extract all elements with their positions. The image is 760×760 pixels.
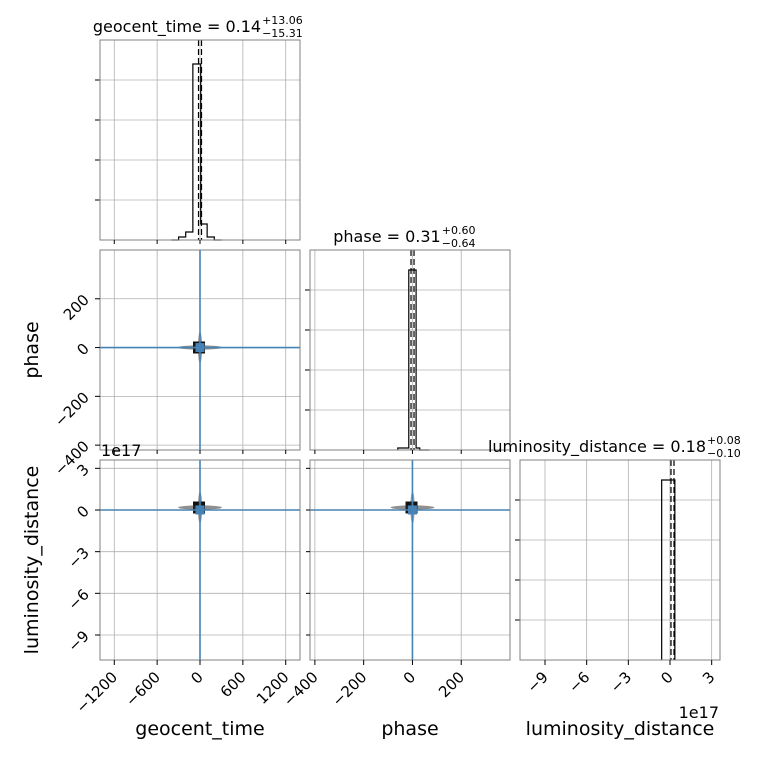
hist-panel-phase: phase = 0.31 +0.60−0.64 — [305, 224, 511, 451]
y-tick-label: −3 — [64, 544, 92, 572]
title-upper-error: +13.06 — [262, 14, 303, 27]
x-offset-label: 1e17 — [679, 703, 719, 722]
panel-frame — [309, 459, 511, 661]
hist-grid — [100, 40, 300, 240]
hist-frame — [309, 249, 511, 451]
title-main: geocent_time = 0.14 — [93, 17, 261, 37]
hist-grid — [310, 250, 510, 450]
y-tick-label: 0 — [73, 340, 92, 359]
y-offset-label: 1e17 — [101, 441, 141, 460]
title-lower-error: −0.64 — [442, 237, 476, 250]
truth-marker — [195, 505, 205, 515]
x-axis-label-geocent_time: geocent_time — [135, 718, 264, 740]
scatter-panel-geocent_time-vs-luminosity_distance — [99, 459, 301, 661]
truth-marker — [195, 343, 205, 353]
title-main: phase = 0.31 — [333, 227, 440, 246]
y-tick-label: −9 — [64, 627, 92, 655]
y-tick-label: −200 — [51, 388, 93, 430]
hist-frame — [519, 459, 721, 661]
x-tick-label: 200 — [435, 668, 468, 701]
x-tick-label: −9 — [523, 668, 551, 696]
y-tick-label: −6 — [64, 585, 92, 613]
y-axis-label-phase: phase — [21, 321, 43, 378]
x-tick-label: −6 — [565, 668, 593, 696]
panel-title-luminosity_distance: luminosity_distance = 0.18 — [488, 437, 706, 457]
panel-title-phase: phase = 0.31 — [333, 227, 440, 246]
x-axis-phase: −400 −200 0 200 phase — [280, 660, 468, 740]
title-main: luminosity_distance = 0.18 — [488, 437, 706, 457]
x-tick-label: 0 — [657, 668, 676, 687]
hist-panel-geocent_time: geocent_time = 0.14 +13.06−15.31 — [93, 14, 303, 241]
x-tick-label: −3 — [607, 668, 635, 696]
x-tick-label: −400 — [280, 668, 322, 710]
x-tick-label: 600 — [217, 668, 250, 701]
y-tick-label: 200 — [60, 291, 93, 324]
hist-panel-luminosity_distance: luminosity_distance = 0.18 +0.08−0.10 — [488, 434, 741, 661]
y-tick-label: 0 — [73, 502, 92, 521]
scatter-panel-phase-vs-luminosity_distance — [309, 459, 511, 661]
hist-grid — [520, 460, 720, 660]
y-tick-label: 3 — [73, 460, 92, 479]
title-lower-error: −15.31 — [262, 27, 303, 40]
x-tick-label: 3 — [699, 668, 718, 687]
x-tick-label: 0 — [187, 668, 206, 687]
x-tick-label: 0 — [400, 668, 419, 687]
y-axis-luminosity_distance: −9 −6 −3 0 3 luminosity_distance — [21, 460, 100, 655]
x-tick-label: −600 — [122, 668, 164, 710]
x-tick-label: −200 — [329, 668, 371, 710]
x-axis-luminosity_distance: −9 −6 −3 0 3 luminosity_distance — [523, 660, 718, 740]
x-tick-label: −1200 — [73, 668, 122, 717]
y-axis-label-luminosity_distance: luminosity_distance — [21, 466, 43, 655]
truth-marker — [407, 505, 417, 515]
hist-step-luminosity_distance — [661, 479, 676, 660]
x-axis-label-luminosity_distance: luminosity_distance — [526, 718, 715, 740]
hist-step-geocent_time — [171, 63, 222, 241]
title-lower-error: −0.10 — [707, 447, 741, 460]
panel-grid — [310, 460, 510, 660]
title-upper-error: +0.08 — [707, 434, 741, 447]
scatter-panel-geocent_time-vs-phase — [99, 249, 301, 451]
title-upper-error: +0.60 — [442, 224, 476, 237]
panel-title-geocent_time: geocent_time = 0.14 — [93, 17, 261, 37]
x-axis-label-phase: phase — [381, 718, 438, 740]
